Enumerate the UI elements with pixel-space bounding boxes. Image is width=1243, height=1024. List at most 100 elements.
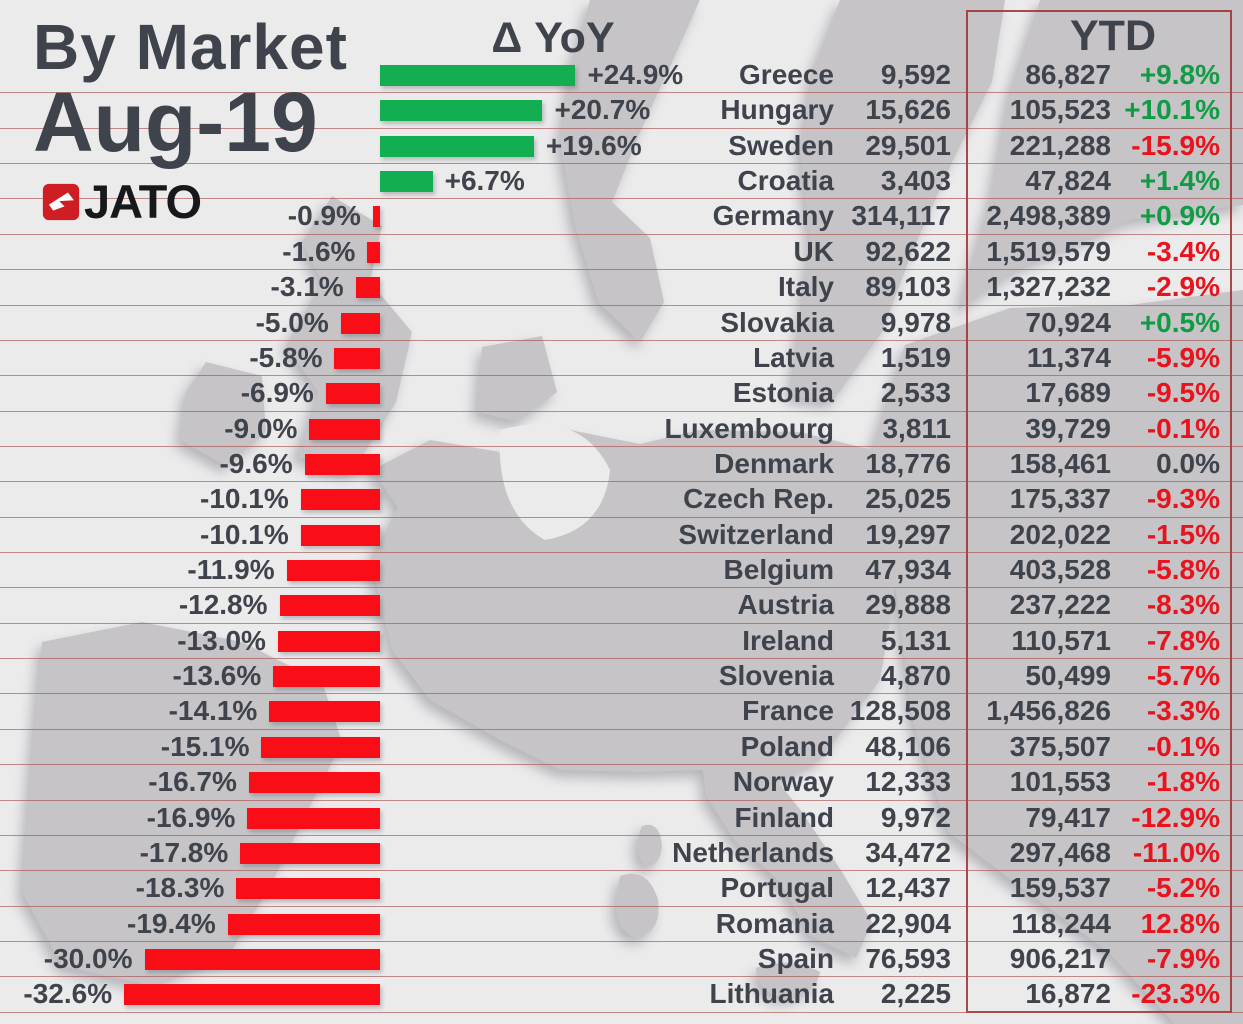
- ytd-pct: -2.9%: [1146, 271, 1220, 303]
- table-row: -9.0% Luxembourg 3,811 39,729 -0.1%: [0, 412, 1243, 447]
- ytd-pct: 0.0%: [1156, 447, 1220, 479]
- ytd-pct: +1.4%: [1139, 165, 1220, 197]
- ytd-pct: -1.5%: [1146, 518, 1220, 550]
- monthly-volume: 76,593: [865, 942, 951, 974]
- monthly-volume: 5,131: [880, 624, 951, 656]
- table-row: -18.3% Portugal 12,437 159,537 -5.2%: [0, 871, 1243, 907]
- period-label: Aug-19: [33, 75, 318, 169]
- country-label: Norway: [732, 766, 834, 798]
- yoy-label: +19.6%: [545, 129, 642, 161]
- table-row: -32.6% Lithuania 2,225 16,872 -23.3%: [0, 977, 1243, 1013]
- ytd-volume: 906,217: [1009, 942, 1111, 974]
- yoy-bar: [273, 666, 380, 688]
- yoy-bar: [355, 277, 380, 299]
- table-row: -14.1% France 128,508 1,456,826 -3.3%: [0, 694, 1243, 730]
- table-row: -16.7% Norway 12,333 101,553 -1.8%: [0, 765, 1243, 801]
- yoy-bar: [340, 312, 380, 334]
- country-label: Austria: [737, 589, 834, 621]
- monthly-volume: 1,519: [880, 341, 951, 373]
- yoy-label: -18.3%: [135, 872, 225, 904]
- ytd-volume: 158,461: [1009, 447, 1111, 479]
- ytd-volume: 159,537: [1009, 872, 1111, 904]
- ytd-pct: -5.7%: [1146, 660, 1220, 692]
- monthly-volume: 9,972: [880, 801, 951, 833]
- yoy-label: +6.7%: [444, 165, 525, 197]
- country-label: Luxembourg: [664, 412, 834, 444]
- country-label: Greece: [739, 59, 834, 90]
- yoy-label: -11.9%: [187, 554, 275, 586]
- country-label: Latvia: [753, 341, 834, 373]
- ytd-volume: 118,244: [1011, 907, 1111, 939]
- table-row: -13.6% Slovenia 4,870 50,499 -5.7%: [0, 659, 1243, 695]
- ytd-pct: -7.8%: [1146, 624, 1220, 656]
- monthly-volume: 314,117: [851, 200, 951, 232]
- yoy-label: -32.6%: [23, 978, 113, 1010]
- country-label: Estonia: [732, 377, 834, 409]
- yoy-bar: [279, 595, 380, 617]
- ytd-pct: -23.3%: [1131, 978, 1220, 1010]
- ytd-pct: +0.9%: [1139, 200, 1220, 232]
- yoy-bar: [286, 560, 380, 582]
- monthly-volume: 4,870: [880, 660, 951, 692]
- monthly-volume: 22,904: [865, 907, 951, 939]
- country-label: Slovenia: [718, 660, 834, 692]
- table-row: -10.1% Czech Rep. 25,025 175,337 -9.3%: [0, 482, 1243, 518]
- ytd-volume: 2,498,389: [986, 200, 1111, 232]
- yoy-label: -16.9%: [146, 801, 236, 833]
- ytd-pct: -11.0%: [1132, 836, 1220, 868]
- monthly-volume: 15,626: [865, 94, 951, 126]
- country-label: France: [742, 695, 834, 727]
- monthly-volume: 9,978: [880, 306, 951, 338]
- yoy-bar: [236, 878, 380, 900]
- table-row: -17.8% Netherlands 34,472 297,468 -11.0%: [0, 836, 1243, 872]
- ytd-volume: 86,827: [1025, 59, 1111, 90]
- monthly-volume: 9,592: [880, 59, 951, 90]
- table-row: -15.1% Poland 48,106 375,507 -0.1%: [0, 730, 1243, 766]
- country-label: UK: [793, 235, 834, 267]
- page-title: By Market: [33, 11, 348, 83]
- ytd-pct: -3.4%: [1146, 235, 1220, 267]
- yoy-label: -5.8%: [249, 341, 323, 373]
- yoy-column-header: Δ YoY: [491, 14, 615, 62]
- country-label: Hungary: [720, 94, 834, 126]
- yoy-label: -10.1%: [200, 518, 289, 550]
- ytd-pct: -1.8%: [1146, 766, 1220, 798]
- ytd-pct: -12.9%: [1131, 801, 1220, 833]
- yoy-label: +24.9%: [587, 59, 684, 90]
- ytd-volume: 175,337: [1009, 483, 1111, 515]
- yoy-bar: [380, 135, 534, 157]
- ytd-volume: 202,022: [1009, 518, 1111, 550]
- ytd-pct: -5.2%: [1146, 872, 1220, 904]
- monthly-volume: 92,622: [865, 235, 951, 267]
- table-row: -5.8% Latvia 1,519 11,374 -5.9%: [0, 341, 1243, 377]
- ytd-volume: 1,519,579: [986, 235, 1111, 267]
- yoy-bar: [325, 383, 380, 405]
- ytd-pct: -5.8%: [1146, 554, 1220, 586]
- yoy-bar: [144, 948, 380, 970]
- monthly-volume: 29,501: [865, 129, 951, 161]
- ytd-volume: 39,729: [1025, 412, 1111, 444]
- table-row: +19.6% Sweden 29,501 221,288 -15.9%: [0, 129, 1243, 165]
- table-row: +6.7% Croatia 3,403 47,824 +1.4%: [0, 164, 1243, 200]
- country-label: Netherlands: [672, 836, 834, 868]
- country-label: Italy: [777, 271, 834, 303]
- country-label: Lithuania: [709, 978, 834, 1010]
- yoy-bar: [300, 489, 380, 511]
- yoy-bar: [380, 171, 433, 193]
- ytd-volume: 47,824: [1025, 165, 1111, 197]
- country-label: Portugal: [720, 872, 834, 904]
- yoy-label: -13.0%: [177, 624, 266, 656]
- ytd-pct: 12.8%: [1140, 907, 1220, 939]
- yoy-bar: [277, 630, 380, 652]
- ytd-volume: 101,553: [1009, 766, 1111, 798]
- country-label: Denmark: [714, 447, 834, 479]
- yoy-label: -12.8%: [178, 589, 268, 621]
- yoy-label: -3.1%: [270, 271, 344, 303]
- yoy-label: -5.0%: [255, 306, 329, 338]
- ytd-column-header: YTD: [1070, 12, 1156, 60]
- monthly-volume: 25,025: [865, 483, 951, 515]
- country-label: Slovakia: [720, 306, 834, 338]
- jato-logo-icon: [42, 183, 80, 221]
- yoy-bar: [300, 524, 380, 546]
- ytd-pct: +10.1%: [1124, 94, 1220, 126]
